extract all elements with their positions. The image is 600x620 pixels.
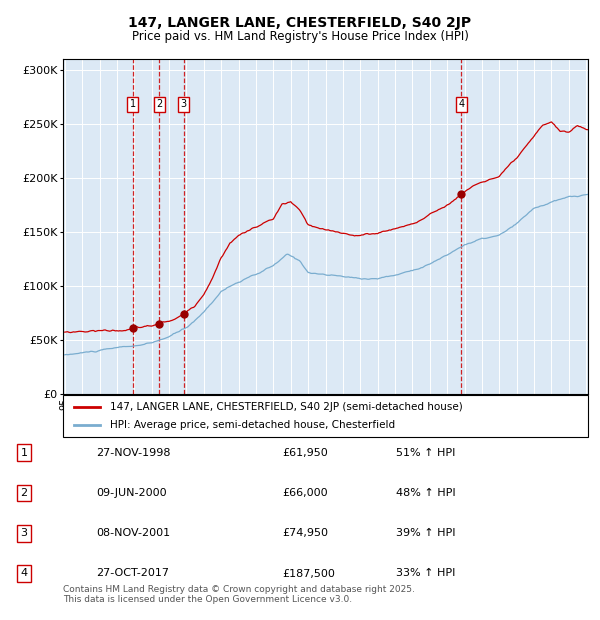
Text: 48% ↑ HPI: 48% ↑ HPI: [396, 488, 455, 498]
Text: 147, LANGER LANE, CHESTERFIELD, S40 2JP: 147, LANGER LANE, CHESTERFIELD, S40 2JP: [128, 16, 472, 30]
Text: 51% ↑ HPI: 51% ↑ HPI: [396, 448, 455, 458]
Text: 33% ↑ HPI: 33% ↑ HPI: [396, 569, 455, 578]
Text: £187,500: £187,500: [282, 569, 335, 578]
Text: £61,950: £61,950: [282, 448, 328, 458]
Text: Price paid vs. HM Land Registry's House Price Index (HPI): Price paid vs. HM Land Registry's House …: [131, 30, 469, 43]
Text: 08-NOV-2001: 08-NOV-2001: [96, 528, 170, 538]
Text: 3: 3: [20, 528, 28, 538]
Text: 1: 1: [130, 99, 136, 109]
Text: £74,950: £74,950: [282, 528, 328, 538]
Text: HPI: Average price, semi-detached house, Chesterfield: HPI: Average price, semi-detached house,…: [110, 420, 395, 430]
Text: 2: 2: [20, 488, 28, 498]
Text: 39% ↑ HPI: 39% ↑ HPI: [396, 528, 455, 538]
Text: 27-OCT-2017: 27-OCT-2017: [96, 569, 169, 578]
Text: £66,000: £66,000: [282, 488, 328, 498]
Text: 4: 4: [20, 569, 28, 578]
Text: 147, LANGER LANE, CHESTERFIELD, S40 2JP (semi-detached house): 147, LANGER LANE, CHESTERFIELD, S40 2JP …: [110, 402, 463, 412]
Text: Contains HM Land Registry data © Crown copyright and database right 2025.
This d: Contains HM Land Registry data © Crown c…: [63, 585, 415, 604]
Text: 09-JUN-2000: 09-JUN-2000: [96, 488, 167, 498]
Text: 2: 2: [156, 99, 163, 109]
Text: 3: 3: [181, 99, 187, 109]
Text: 1: 1: [20, 448, 28, 458]
Text: 4: 4: [458, 99, 464, 109]
Text: 27-NOV-1998: 27-NOV-1998: [96, 448, 170, 458]
